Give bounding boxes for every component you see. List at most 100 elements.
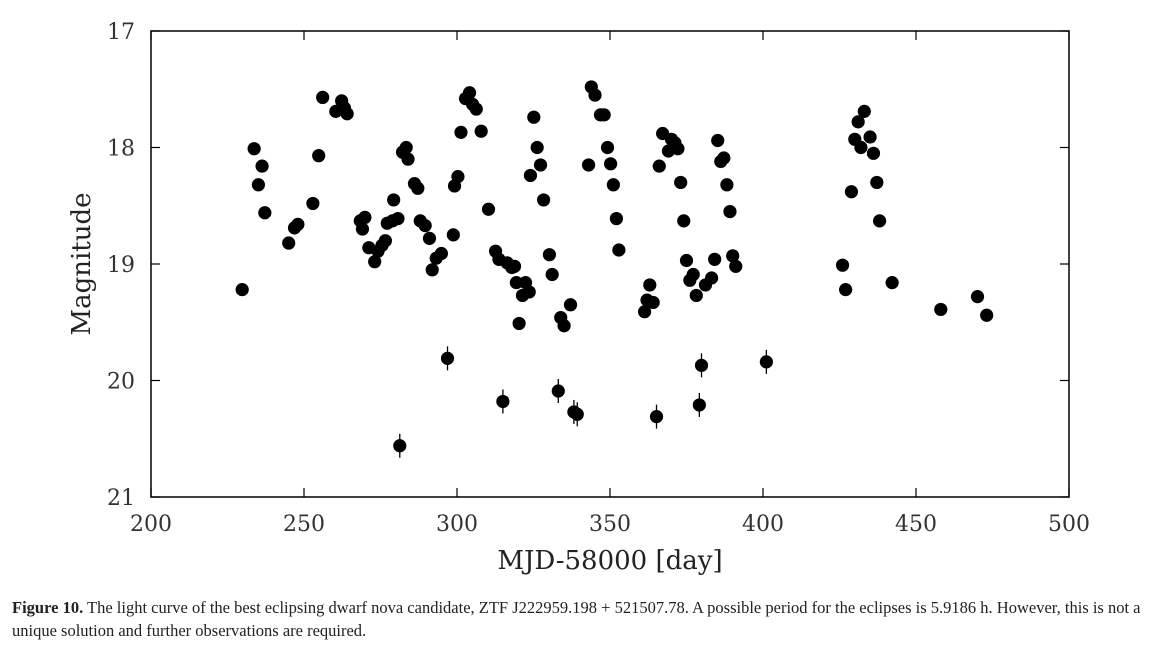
data-point bbox=[717, 151, 731, 165]
point-marker bbox=[866, 146, 881, 160]
point-marker bbox=[759, 355, 773, 369]
data-point bbox=[512, 316, 526, 331]
data-point bbox=[411, 181, 425, 195]
data-point bbox=[866, 146, 881, 160]
data-point bbox=[251, 178, 266, 192]
point-marker bbox=[839, 283, 853, 297]
data-point bbox=[694, 353, 709, 378]
point-marker bbox=[870, 175, 884, 190]
caption-text: The light curve of the best eclipsing dw… bbox=[12, 598, 1141, 640]
x-tick-label: 400 bbox=[742, 512, 784, 537]
point-marker bbox=[247, 142, 261, 156]
data-point bbox=[393, 433, 407, 458]
point-marker bbox=[422, 231, 437, 245]
data-point bbox=[312, 149, 326, 163]
point-marker bbox=[255, 159, 269, 173]
plot-frame bbox=[150, 30, 1070, 498]
data-point bbox=[720, 178, 734, 192]
data-point bbox=[679, 253, 694, 268]
data-point bbox=[980, 308, 994, 322]
point-marker bbox=[282, 236, 296, 250]
point-marker bbox=[440, 351, 455, 365]
data-point bbox=[282, 236, 296, 250]
data-point bbox=[509, 276, 523, 290]
data-point bbox=[399, 140, 413, 155]
point-marker bbox=[358, 210, 372, 224]
data-point bbox=[597, 108, 611, 122]
data-point bbox=[686, 267, 700, 282]
data-point bbox=[708, 252, 722, 266]
point-marker bbox=[368, 255, 382, 269]
data-point bbox=[759, 349, 773, 374]
data-point bbox=[434, 246, 448, 261]
data-point bbox=[446, 228, 460, 242]
point-marker bbox=[708, 252, 722, 266]
point-marker bbox=[689, 288, 703, 303]
data-point bbox=[600, 140, 615, 155]
point-marker bbox=[542, 248, 557, 262]
point-marker bbox=[507, 259, 522, 273]
point-marker bbox=[509, 276, 523, 290]
point-marker bbox=[527, 110, 541, 124]
data-point bbox=[536, 193, 551, 207]
data-point bbox=[885, 276, 899, 290]
data-point bbox=[425, 263, 439, 277]
data-point bbox=[545, 267, 559, 282]
point-marker bbox=[604, 157, 618, 171]
point-marker bbox=[885, 276, 899, 290]
data-point bbox=[606, 178, 620, 192]
data-point bbox=[649, 404, 664, 429]
x-tick-label: 450 bbox=[895, 512, 937, 537]
point-marker bbox=[378, 234, 392, 248]
data-point bbox=[481, 202, 496, 216]
point-marker bbox=[512, 316, 526, 331]
y-axis-title: Magnitude bbox=[67, 192, 97, 335]
data-point bbox=[451, 170, 465, 184]
data-point bbox=[378, 234, 392, 248]
data-point bbox=[418, 218, 432, 233]
point-marker bbox=[391, 211, 405, 226]
data-point bbox=[581, 158, 596, 172]
point-marker bbox=[469, 102, 483, 116]
data-point bbox=[643, 278, 657, 292]
point-marker bbox=[340, 107, 354, 121]
point-marker bbox=[711, 133, 725, 148]
point-marker bbox=[393, 439, 407, 453]
point-marker bbox=[474, 124, 488, 138]
point-marker bbox=[418, 218, 432, 233]
data-point bbox=[527, 110, 541, 124]
point-marker bbox=[411, 181, 425, 195]
point-marker bbox=[980, 308, 994, 322]
data-point bbox=[609, 211, 624, 226]
data-point bbox=[255, 159, 269, 173]
point-marker bbox=[551, 384, 565, 398]
point-marker bbox=[446, 228, 460, 242]
x-tick-label: 500 bbox=[1048, 512, 1090, 537]
data-point bbox=[462, 86, 477, 100]
point-marker bbox=[258, 206, 272, 220]
point-marker bbox=[872, 214, 887, 228]
data-point bbox=[391, 211, 405, 226]
data-point bbox=[474, 124, 488, 138]
point-marker bbox=[934, 302, 948, 317]
point-marker bbox=[291, 217, 305, 231]
data-point bbox=[422, 231, 437, 245]
point-marker bbox=[686, 267, 700, 282]
point-marker bbox=[844, 185, 859, 199]
x-tick-label: 250 bbox=[283, 512, 325, 537]
data-point bbox=[729, 259, 743, 273]
x-tick-label: 200 bbox=[130, 512, 172, 537]
point-marker bbox=[597, 108, 611, 122]
data-point bbox=[689, 288, 703, 303]
point-marker bbox=[399, 140, 413, 155]
data-point bbox=[306, 196, 320, 211]
point-marker bbox=[863, 130, 877, 144]
y-tick-label: 18 bbox=[107, 137, 135, 162]
point-marker bbox=[355, 222, 370, 236]
data-point bbox=[507, 259, 522, 273]
data-point bbox=[523, 168, 538, 183]
data-point bbox=[588, 88, 602, 102]
point-marker bbox=[851, 115, 865, 129]
data-point bbox=[387, 193, 401, 207]
data-point bbox=[454, 125, 468, 139]
